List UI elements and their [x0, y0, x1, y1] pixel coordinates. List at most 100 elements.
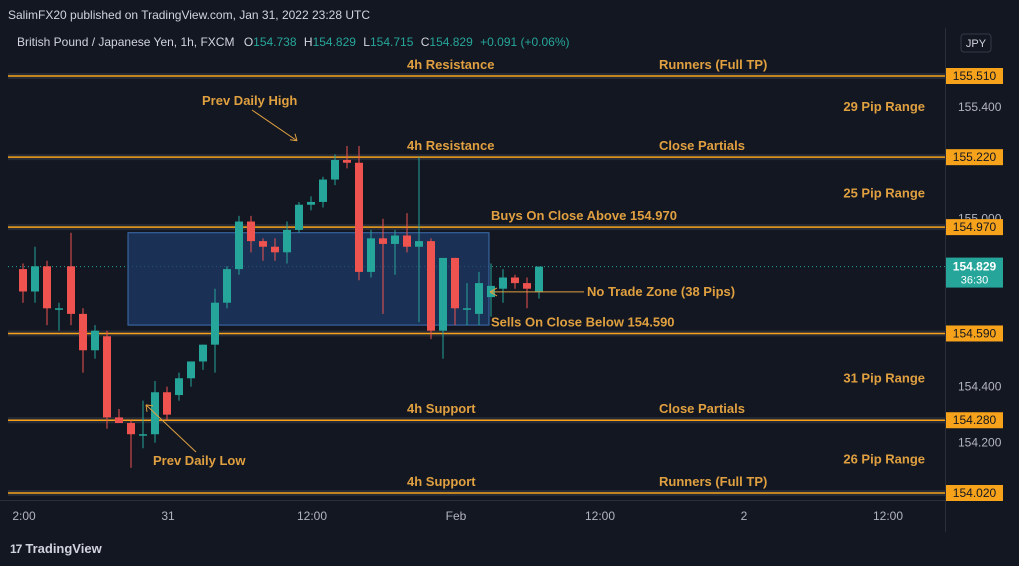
level-price-tag [946, 68, 1003, 84]
candle-body [115, 417, 123, 424]
tradingview-logo-icon: 17 [10, 542, 22, 556]
current-price-tag [946, 257, 1003, 288]
candle-body [511, 277, 519, 284]
level-price-tag [946, 485, 1003, 501]
y-tick-label: 154.400 [958, 380, 1002, 394]
candle-body [139, 434, 147, 436]
x-tick-label: 12:00 [297, 509, 327, 523]
tradingview-brand: TradingView [25, 541, 102, 556]
candle-body [175, 378, 183, 396]
candle-body [343, 159, 351, 163]
candle-body [295, 204, 303, 230]
close-value: 154.829 [429, 35, 473, 49]
level-target-note: Close Partials [659, 138, 745, 153]
tradingview-logo[interactable]: 17 TradingView [10, 541, 102, 556]
candle-body [235, 221, 243, 270]
y-tick-label: 155.400 [958, 100, 1002, 114]
currency-badge-group[interactable]: JPY [960, 33, 992, 53]
candle-body [283, 229, 291, 253]
candle-body [403, 235, 411, 247]
pip-range-label: 29 Pip Range [843, 99, 925, 114]
symbol-name: British Pound / Japanese Yen, 1h, FXCM [17, 35, 234, 49]
candle-body [439, 257, 447, 331]
level-price-label: 154.970 [953, 220, 997, 234]
candle-body [187, 361, 195, 379]
candle-body [415, 241, 423, 247]
level-target-note: Runners (Full TP) [659, 474, 767, 489]
candle-body [523, 283, 531, 289]
candle-countdown: 36:30 [961, 275, 989, 287]
level-price-label: 154.020 [953, 486, 997, 500]
level-price-label: 155.510 [953, 69, 997, 83]
prev-daily-low-arrowhead [145, 404, 154, 412]
candle-body [499, 277, 507, 289]
symbol-legend: British Pound / Japanese Yen, 1h, FXCM O… [17, 35, 570, 49]
zone-label: No Trade Zone (38 Pips) [587, 284, 735, 299]
open-label: O [244, 35, 253, 49]
candle-body [247, 221, 255, 242]
x-tick-label: 12:00 [585, 509, 615, 523]
publisher-bar: SalimFX20 published on TradingView.com, … [0, 0, 1019, 28]
y-tick-label: 154.200 [958, 436, 1002, 450]
prev-daily-high-arrowhead [289, 133, 298, 142]
candle-body [475, 283, 483, 314]
candle-body [259, 241, 267, 247]
level-price-tag [946, 149, 1003, 166]
x-tick-label: 12:00 [873, 509, 903, 523]
candle-body [91, 330, 99, 351]
prev-daily-high-arrow [251, 109, 298, 142]
footer-bar [0, 532, 1019, 566]
level-note: Buys On Close Above 154.970 [491, 208, 677, 223]
x-tick-label: 31 [161, 509, 175, 523]
candle-body [319, 179, 327, 202]
zone-arrow-head [489, 287, 498, 297]
candle-body [31, 266, 39, 292]
level-lines [8, 73, 945, 496]
candle-body [79, 313, 87, 351]
open-value: 154.738 [253, 35, 297, 49]
pip-range-label: 26 Pip Range [843, 451, 925, 466]
candle-body [19, 269, 27, 292]
x-tick-label: 2 [741, 509, 748, 523]
high-label: H [304, 35, 313, 49]
candle-body [43, 266, 51, 309]
level-price-label: 154.280 [953, 413, 997, 427]
level-price-tag [946, 325, 1003, 342]
close-label: C [421, 35, 430, 49]
level-note: 4h Resistance [407, 57, 494, 72]
prev-daily-low-arrow [145, 404, 197, 453]
publisher-text: SalimFX20 published on TradingView.com, … [8, 8, 370, 22]
candle-body [391, 235, 399, 244]
candle-body [127, 423, 135, 435]
level-target-note: Runners (Full TP) [659, 57, 767, 72]
level-price-tag [946, 412, 1003, 429]
prev-daily-low-label: Prev Daily Low [153, 453, 246, 468]
low-value: 154.715 [370, 35, 414, 49]
candle-body [307, 201, 315, 205]
candle-body [223, 269, 231, 303]
candle-body [379, 238, 387, 244]
level-target-note: Close Partials [659, 401, 745, 416]
level-price-label: 154.590 [953, 326, 997, 340]
svg-text:British Pound / Japanese Yen,: British Pound / Japanese Yen, 1h, FXCM O… [17, 35, 570, 49]
level-note: 4h Support [407, 474, 476, 489]
candle-body [463, 308, 471, 310]
candle-body [271, 246, 279, 253]
candle-body [163, 392, 171, 415]
candle-body [103, 336, 111, 418]
pip-range-label: 31 Pip Range [843, 370, 925, 385]
x-tick-label: Feb [446, 509, 467, 523]
level-price-label: 155.220 [953, 150, 997, 164]
pip-range-label: 25 Pip Range [843, 186, 925, 201]
change-value: +0.091 (+0.06%) [480, 35, 569, 49]
level-price-tag [946, 219, 1003, 236]
candle-body [451, 257, 459, 309]
candles [19, 145, 543, 468]
candle-body [67, 266, 75, 314]
currency-badge: JPY [966, 38, 987, 50]
candle-body [55, 308, 63, 310]
level-note: 4h Resistance [407, 138, 494, 153]
candle-body [355, 162, 363, 272]
